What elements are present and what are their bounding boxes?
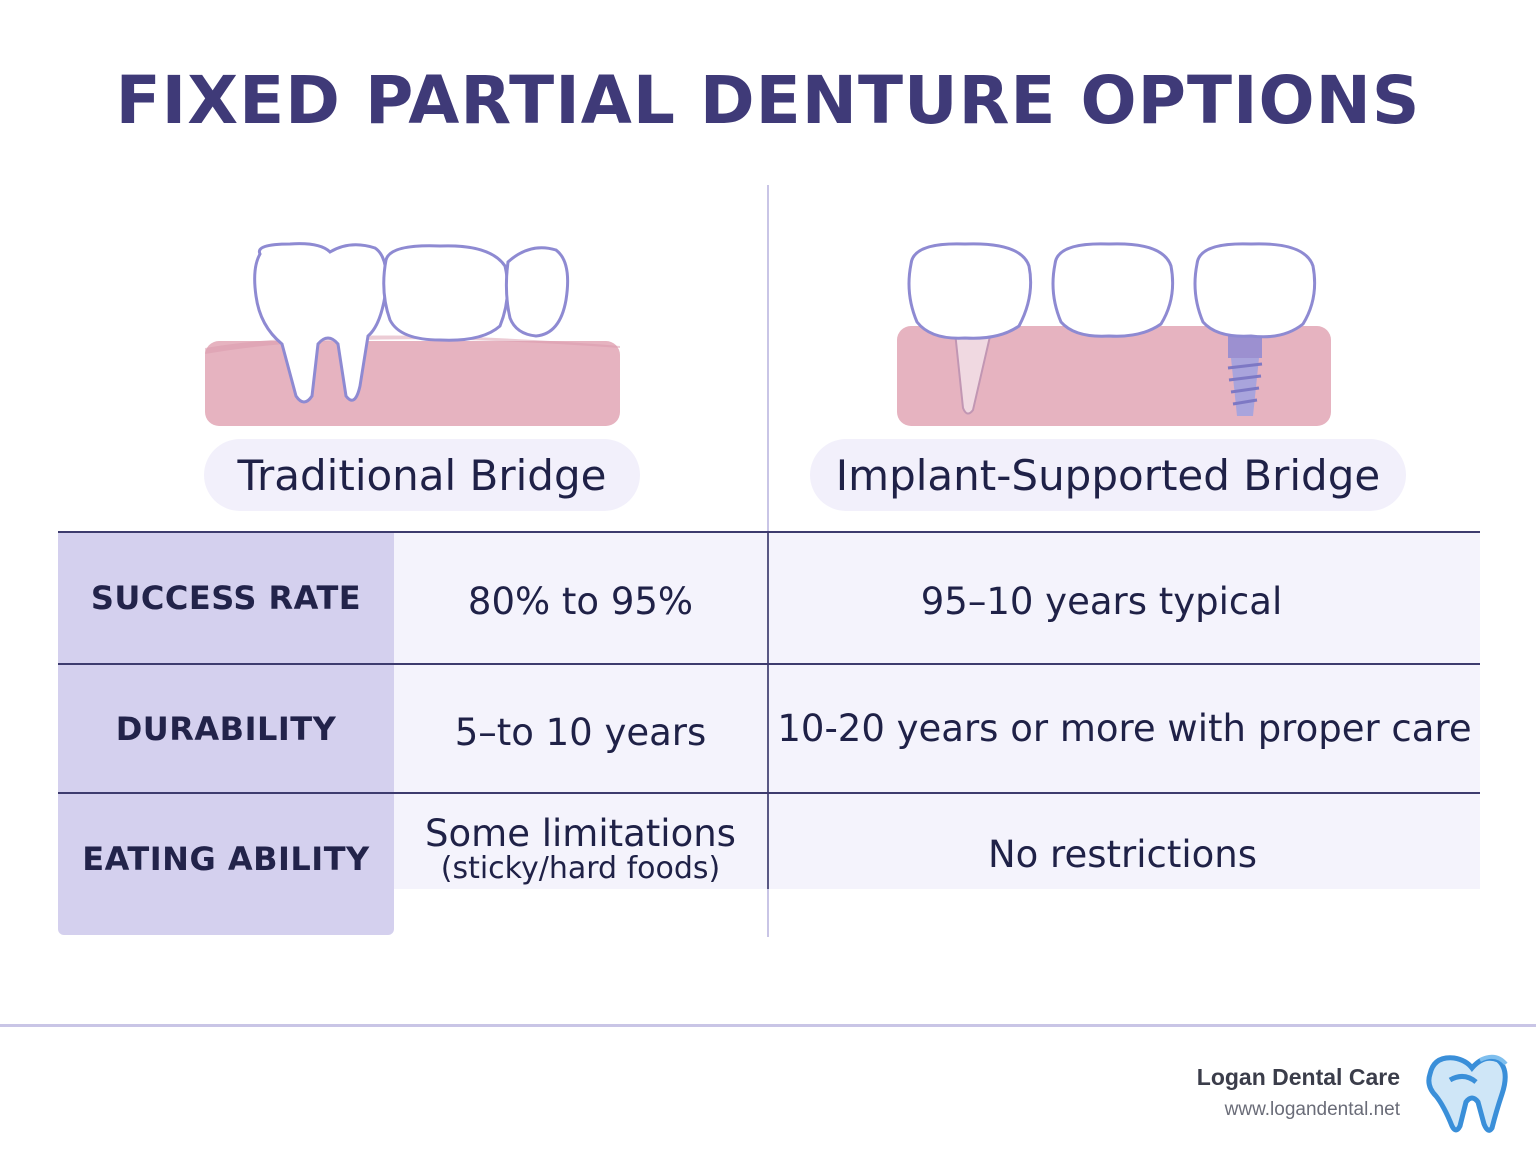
eating-ability-note: (sticky/hard foods) xyxy=(440,850,721,886)
cell-traditional-eating-ability: Some limitations (sticky/hard foods) xyxy=(394,794,767,904)
option-label-traditional: Traditional Bridge xyxy=(204,439,640,511)
implant-screw-icon xyxy=(1227,332,1263,416)
tooth-logo-icon xyxy=(1420,1050,1510,1138)
row-label-success-rate: SUCCESS RATE xyxy=(90,579,362,617)
comparison-table: SUCCESS RATE 80% to 95% 95–10 years typi… xyxy=(58,531,1480,935)
footer-divider xyxy=(0,1024,1536,1027)
page-title: FIXED PARTIAL DENTURE OPTIONS xyxy=(115,62,1421,139)
cell-implant-success-rate: 95–10 years typical xyxy=(920,579,1283,623)
cell-traditional-durability: 5–to 10 years xyxy=(454,710,707,754)
cell-traditional-success-rate: 80% to 95% xyxy=(467,579,694,623)
row-label-eating-ability: EATING ABILITY xyxy=(82,840,370,878)
implant-bridge-illustration xyxy=(895,236,1335,431)
label-column xyxy=(58,531,394,935)
brand-url: www.logandental.net xyxy=(1224,1099,1400,1120)
cell-implant-eating-ability: No restrictions xyxy=(987,832,1257,876)
cell-implant-durability: 10-20 years or more with proper care xyxy=(777,706,1472,750)
row-label-durability: DURABILITY xyxy=(115,710,337,748)
brand-name: Logan Dental Care xyxy=(1196,1064,1400,1090)
option-label-implant: Implant-Supported Bridge xyxy=(810,439,1406,511)
traditional-bridge-illustration xyxy=(200,236,625,431)
tooth-icon xyxy=(253,242,388,404)
eating-ability-main: Some limitations xyxy=(425,811,736,855)
